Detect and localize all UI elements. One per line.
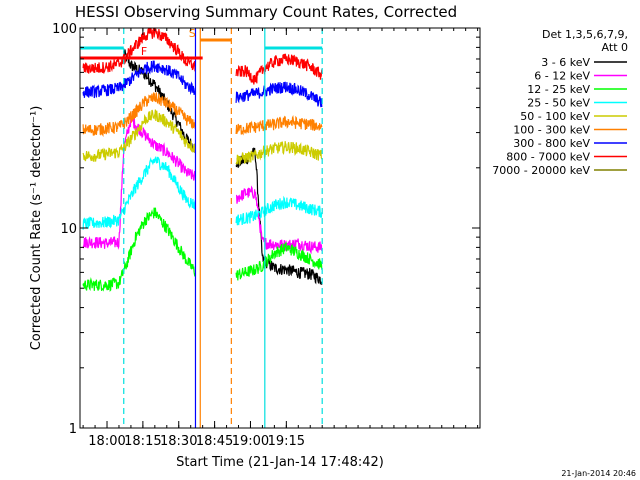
y-tick-label-2: 100	[52, 22, 77, 37]
y-axis: 1 10 100	[52, 22, 480, 437]
series-line-7-segment-1	[235, 53, 323, 85]
series-line-1-segment-1	[235, 185, 323, 255]
series-line-6-segment-0	[82, 60, 196, 99]
y-tick-label-0: 1	[69, 422, 77, 437]
x-axis-label: Start Time (21-Jan-14 17:48:42)	[176, 455, 384, 470]
legend-label-2: 12 - 25 keV	[527, 83, 590, 96]
series-line-2-segment-0	[82, 207, 196, 292]
plot-area	[82, 27, 323, 292]
series-line-7-segment-0	[82, 27, 196, 74]
chart-title: HESSI Observing Summary Count Rates, Cor…	[75, 3, 457, 21]
series-line-3-segment-1	[235, 195, 323, 226]
legend-label-7: 800 - 7000 keV	[506, 151, 590, 164]
flag-label-F: F	[141, 45, 147, 58]
y-axis-label: Corrected Count Rate (s⁻¹ detector⁻¹)	[29, 106, 44, 351]
y-tick-label-1: 10	[60, 222, 77, 237]
legend-label-4: 50 - 100 keV	[520, 110, 590, 123]
x-tick-label-4: 19:00	[232, 434, 269, 449]
legend-label-5: 100 - 300 keV	[513, 124, 590, 137]
series-line-2-segment-1	[235, 242, 323, 281]
legend-label-8: 7000 - 20000 keV	[492, 164, 590, 177]
series-line-5-segment-1	[235, 115, 323, 136]
x-tick-label-1: 18:15	[124, 434, 161, 449]
series-line-4-segment-0	[82, 109, 196, 162]
flag-markers: FS	[80, 27, 232, 60]
series-line-5-segment-0	[82, 92, 196, 138]
x-tick-label-0: 18:00	[88, 434, 125, 449]
x-tick-label-2: 18:30	[160, 434, 197, 449]
series-line-3-segment-0	[82, 155, 196, 230]
legend-label-1: 6 - 12 keV	[534, 70, 590, 83]
orbit-markers	[80, 28, 323, 428]
detector-info-line-1: Det 1,3,5,6,7,9,	[542, 28, 628, 41]
legend-label-0: 3 - 6 keV	[541, 56, 590, 69]
legend-label-3: 25 - 50 keV	[527, 97, 590, 110]
flag-label-S: S	[189, 27, 196, 40]
series-line-4-segment-1	[235, 141, 323, 165]
series-line-6-segment-1	[235, 81, 323, 108]
timestamp: 21-Jan-2014 20:46	[561, 469, 636, 478]
detector-info-line-2: Att 0	[602, 41, 628, 54]
legend-label-6: 300 - 800 keV	[513, 137, 590, 150]
series-line-0-segment-0	[123, 49, 196, 153]
x-tick-label-3: 18:45	[196, 434, 233, 449]
x-tick-label-5: 19:15	[268, 434, 305, 449]
